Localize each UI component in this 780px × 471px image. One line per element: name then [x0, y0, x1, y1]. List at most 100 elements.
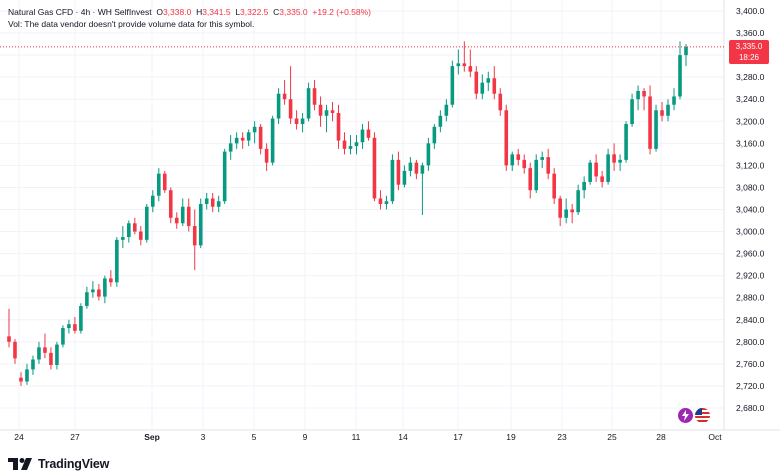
- tradingview-wordmark: TradingView: [38, 456, 110, 471]
- us-flag-icon[interactable]: [695, 408, 710, 423]
- candle-up: [180, 206, 185, 224]
- candle-up: [672, 96, 676, 105]
- candle-up: [402, 170, 407, 185]
- candle-down: [474, 71, 479, 94]
- candle-up: [510, 154, 515, 166]
- x-tick-label: 9: [303, 432, 308, 442]
- symbol-title[interactable]: Natural Gas CFD · 4h · WH SelfInvest: [8, 7, 152, 17]
- candle-up: [306, 88, 311, 119]
- candle-up: [276, 93, 281, 119]
- candle-down: [342, 140, 347, 149]
- x-tick-label: 17: [453, 432, 463, 442]
- candle-down: [366, 129, 371, 138]
- candle-down: [73, 324, 77, 331]
- time-axis-labels: 24 27 Sep 3 5 9 11 14 17 19 23 25 28 Oct: [14, 432, 722, 442]
- candle-up: [450, 66, 455, 105]
- candle-down: [7, 336, 11, 342]
- candle-up: [234, 137, 239, 144]
- y-tick-label: 2,800.0: [736, 337, 765, 347]
- candle-down: [612, 154, 616, 163]
- candle-up: [103, 278, 107, 297]
- y-tick-label: 3,400.0: [736, 6, 765, 16]
- candle-up: [348, 146, 353, 149]
- y-tick-label: 2,880.0: [736, 293, 765, 303]
- candle-up: [121, 237, 125, 240]
- candle-up: [576, 190, 580, 213]
- y-tick-label: 3,120.0: [736, 160, 765, 170]
- candle-up: [456, 63, 461, 67]
- candle-up: [624, 124, 628, 160]
- y-tick-label: 2,720.0: [736, 381, 765, 391]
- y-tick-label: 2,840.0: [736, 315, 765, 325]
- candle-up: [684, 46, 688, 56]
- bar-countdown: 18:26: [738, 53, 760, 62]
- candle-up: [156, 173, 161, 196]
- chart-header: Natural Gas CFD · 4h · WH SelfInvest O3,…: [8, 6, 371, 30]
- y-tick-label: 3,200.0: [736, 116, 765, 126]
- candle-down: [264, 148, 269, 163]
- candle-down: [49, 352, 53, 365]
- x-tick-label: 14: [398, 432, 408, 442]
- candle-up: [390, 159, 395, 202]
- candle-up: [540, 157, 545, 160]
- candle-up: [270, 118, 275, 163]
- tradingview-logo[interactable]: TradingView: [8, 456, 110, 471]
- candle-down: [97, 289, 101, 297]
- y-tick-label: 3,240.0: [736, 94, 765, 104]
- candle-down: [516, 154, 521, 160]
- high-label: H: [196, 7, 203, 17]
- candle-down: [528, 168, 533, 191]
- close-value: 3,335.0: [279, 7, 308, 17]
- x-tick-label: 28: [656, 432, 666, 442]
- candle-down: [109, 278, 113, 283]
- y-tick-label: 2,760.0: [736, 359, 765, 369]
- x-tick-label: Sep: [144, 432, 160, 442]
- candle-down: [330, 110, 335, 114]
- x-tick-label: 24: [14, 432, 24, 442]
- candle-down: [552, 173, 556, 199]
- candle-up: [204, 198, 209, 204]
- candle-up: [666, 104, 670, 116]
- candle-down: [210, 198, 215, 207]
- candle-down: [522, 159, 527, 169]
- candle-up: [438, 115, 443, 127]
- candle-up: [636, 90, 640, 100]
- candle-up: [618, 159, 622, 163]
- candle-up: [360, 129, 365, 143]
- candle-down: [240, 137, 245, 141]
- candle-down: [186, 206, 191, 227]
- candle-down: [336, 113, 341, 141]
- candle-down: [396, 159, 401, 185]
- candle-down: [414, 162, 419, 174]
- candle-down: [288, 99, 293, 119]
- candle-down: [168, 190, 173, 218]
- high-value: 3,341.5: [202, 7, 231, 17]
- candle-up: [384, 201, 389, 204]
- candle-down: [19, 377, 23, 382]
- candle-up: [300, 118, 305, 125]
- candle-down: [378, 198, 383, 204]
- candle-up: [246, 132, 251, 141]
- volume-note: Vol: The data vendor doesn't provide vol…: [8, 19, 255, 29]
- candle-down: [498, 93, 503, 111]
- candle-up: [534, 159, 539, 191]
- y-tick-label: 3,360.0: [736, 28, 765, 38]
- candle-down: [192, 226, 197, 246]
- candle-down: [372, 137, 377, 199]
- candle-up: [564, 209, 568, 218]
- candle-down: [546, 157, 551, 174]
- candle-up: [444, 104, 449, 116]
- candle-down: [133, 223, 137, 232]
- candles: [7, 41, 688, 386]
- candle-up: [67, 324, 71, 329]
- candle-up: [432, 126, 437, 144]
- candle-down: [462, 63, 467, 67]
- candle-down: [318, 104, 323, 116]
- lightning-icon[interactable]: [678, 408, 693, 423]
- candle-down: [282, 93, 287, 100]
- candle-up: [426, 143, 431, 166]
- candle-up: [228, 143, 233, 152]
- candle-up: [252, 126, 257, 133]
- candle-up: [654, 110, 658, 149]
